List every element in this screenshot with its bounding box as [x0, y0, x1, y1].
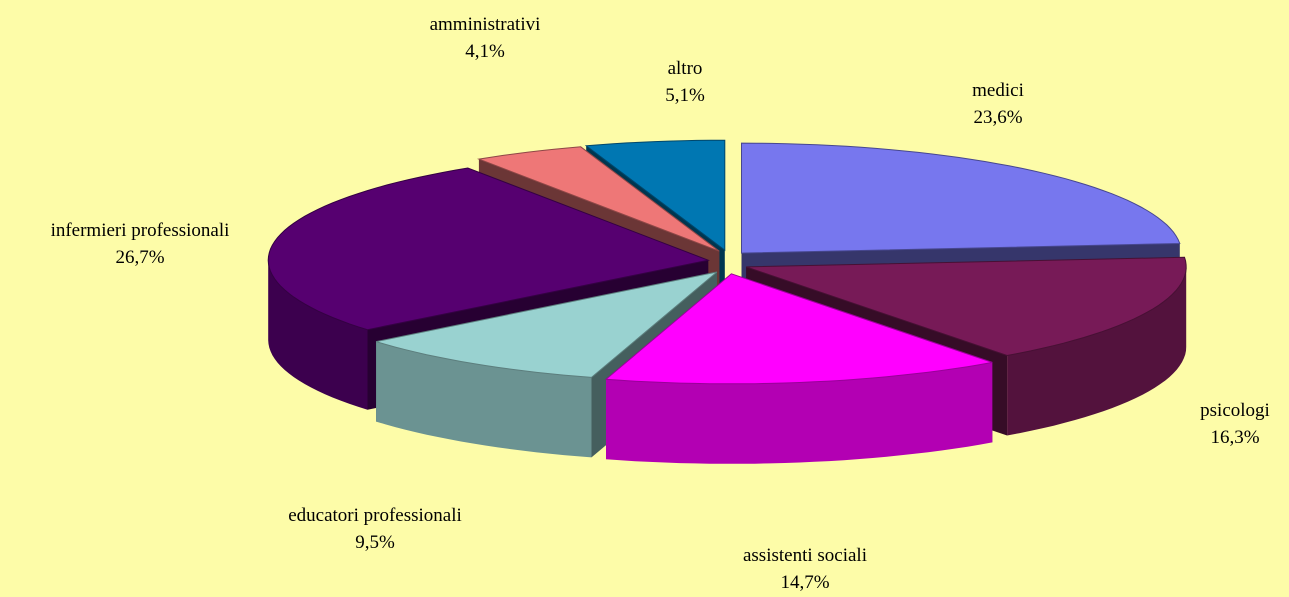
slice-wall [268, 260, 368, 410]
slice-label: educatori professionali [288, 505, 462, 526]
slice-value-label: 4,1% [465, 41, 505, 62]
slice [476, 146, 720, 252]
slice-value-label: 5,1% [665, 85, 705, 106]
slice [375, 271, 718, 378]
slice-wall [606, 362, 993, 464]
slice-label: psicologi [1200, 400, 1270, 421]
slice [604, 273, 993, 385]
slice-label: medici [972, 80, 1024, 101]
slice [267, 167, 710, 331]
slice [741, 142, 1181, 254]
slice-value-label: 16,3% [1210, 427, 1259, 448]
slice-value-label: 14,7% [780, 572, 829, 593]
slice [584, 139, 726, 252]
slice-label: altro [668, 58, 703, 79]
slice-value-label: 26,7% [115, 247, 164, 268]
slice-value-label: 9,5% [355, 532, 395, 553]
slice [746, 256, 1187, 357]
slice-label: amministrativi [430, 14, 541, 35]
slice-wall [1007, 266, 1187, 436]
slice-label: infermieri professionali [51, 220, 230, 241]
slice-value-label: 23,6% [973, 107, 1022, 128]
slice-wall [376, 341, 592, 458]
slice-label: assistenti sociali [743, 545, 867, 566]
